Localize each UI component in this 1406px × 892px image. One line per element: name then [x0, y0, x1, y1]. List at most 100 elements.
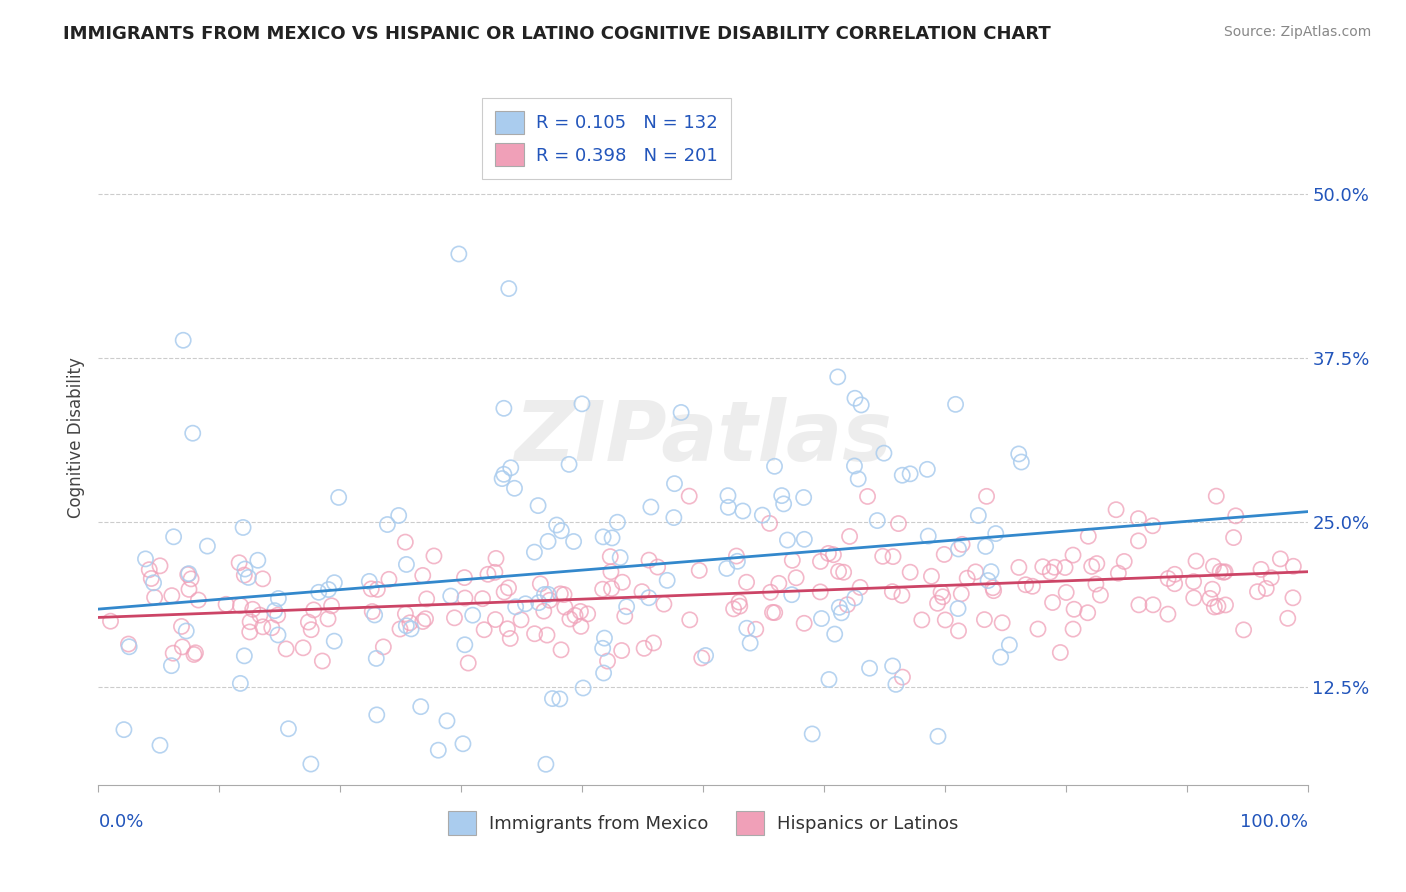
Point [758, 516, 780, 531]
Point [599, 549, 621, 564]
Point [600, 565, 623, 579]
Point [496, 622, 519, 636]
Text: IMMIGRANTS FROM MEXICO VS HISPANIC OR LATINO COGNITIVE DISABILITY CORRELATION CH: IMMIGRANTS FROM MEXICO VS HISPANIC OR LA… [63, 25, 1052, 43]
Point [572, 681, 595, 695]
Point [184, 646, 207, 660]
Point [299, 757, 322, 772]
Point [366, 651, 388, 665]
Point [232, 520, 254, 534]
Point [1077, 606, 1099, 620]
Point [609, 550, 631, 565]
Point [950, 537, 973, 551]
Point [1062, 622, 1084, 636]
Point [725, 554, 748, 568]
Point [447, 247, 470, 261]
Point [187, 593, 209, 607]
Point [844, 591, 866, 605]
Point [252, 620, 274, 634]
Point [1128, 598, 1150, 612]
Point [394, 607, 416, 621]
Point [640, 500, 662, 514]
Point [492, 467, 515, 482]
Point [366, 707, 388, 722]
Point [827, 370, 849, 384]
Point [1233, 623, 1256, 637]
Point [890, 588, 912, 602]
Point [956, 571, 979, 585]
Point [1212, 566, 1234, 580]
Point [533, 604, 555, 618]
Point [149, 739, 172, 753]
Point [990, 650, 1012, 665]
Point [1015, 578, 1038, 592]
Point [388, 622, 411, 636]
Point [498, 282, 520, 296]
Point [723, 602, 745, 616]
Point [292, 640, 315, 655]
Point [477, 567, 499, 582]
Point [515, 597, 537, 611]
Point [830, 606, 852, 620]
Point [453, 571, 475, 585]
Point [529, 577, 551, 591]
Point [415, 591, 437, 606]
Point [160, 658, 183, 673]
Point [277, 722, 299, 736]
Point [911, 613, 934, 627]
Point [537, 534, 560, 549]
Point [141, 572, 163, 586]
Point [1215, 598, 1237, 612]
Point [1062, 548, 1084, 562]
Point [832, 565, 855, 579]
Point [471, 591, 494, 606]
Point [363, 607, 385, 622]
Point [808, 585, 831, 599]
Point [858, 661, 880, 675]
Point [882, 659, 904, 673]
Point [138, 563, 160, 577]
Legend: Immigrants from Mexico, Hispanics or Latinos: Immigrants from Mexico, Hispanics or Lat… [437, 801, 969, 846]
Point [793, 533, 815, 547]
Point [983, 583, 1005, 598]
Point [662, 510, 685, 524]
Point [260, 621, 283, 635]
Point [499, 632, 522, 646]
Point [1246, 584, 1268, 599]
Point [728, 595, 751, 609]
Point [1185, 554, 1208, 568]
Point [118, 640, 141, 654]
Point [1270, 552, 1292, 566]
Point [571, 397, 593, 411]
Point [527, 596, 550, 610]
Point [550, 587, 572, 601]
Point [538, 593, 561, 607]
Point [643, 636, 665, 650]
Point [984, 526, 1007, 541]
Point [1250, 562, 1272, 576]
Point [735, 575, 758, 590]
Point [844, 391, 866, 405]
Y-axis label: Cognitive Disability: Cognitive Disability [66, 357, 84, 517]
Point [318, 582, 340, 597]
Point [1054, 560, 1077, 574]
Point [717, 489, 740, 503]
Point [569, 619, 592, 633]
Point [229, 676, 252, 690]
Point [134, 552, 156, 566]
Point [818, 673, 841, 687]
Point [801, 727, 824, 741]
Point [882, 549, 904, 564]
Point [1282, 591, 1305, 605]
Point [891, 468, 914, 483]
Point [395, 558, 418, 572]
Point [457, 656, 479, 670]
Point [177, 566, 200, 581]
Point [690, 651, 713, 665]
Point [215, 597, 238, 611]
Point [1049, 646, 1071, 660]
Point [1163, 576, 1185, 591]
Text: 0.0%: 0.0% [98, 813, 143, 830]
Point [1142, 518, 1164, 533]
Point [359, 574, 381, 589]
Point [991, 615, 1014, 630]
